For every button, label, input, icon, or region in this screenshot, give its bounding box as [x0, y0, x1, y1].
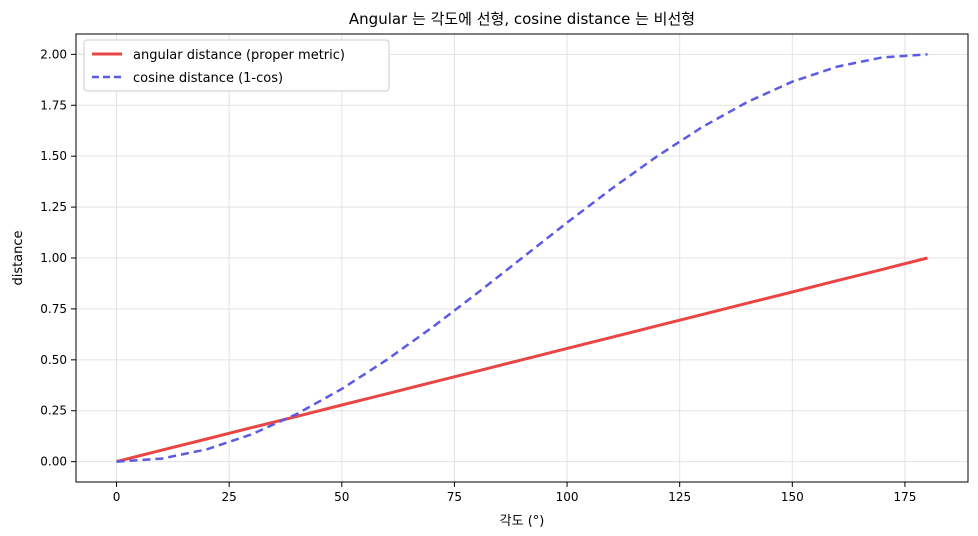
x-tick-label: 175: [893, 490, 916, 504]
legend: angular distance (proper metric) cosine …: [83, 39, 390, 92]
y-tick-label: 1.75: [40, 98, 67, 112]
x-tick-label: 75: [447, 490, 462, 504]
legend-box: [83, 39, 390, 92]
x-tick-label: 150: [781, 490, 804, 504]
x-tick-label: 50: [334, 490, 349, 504]
x-tick-label: 25: [222, 490, 237, 504]
x-tick-label: 0: [113, 490, 121, 504]
x-axis-label: 각도 (°): [500, 514, 545, 529]
chart-title: Angular 는 각도에 선형, cosine distance 는 비선형: [349, 10, 695, 28]
series-line-angular: [116, 256, 928, 464]
y-tick-label: 2.00: [40, 47, 67, 61]
series-line-cosine: [116, 53, 928, 463]
x-tick-label: 100: [556, 490, 579, 504]
legend-label-cosine: cosine distance (1-cos): [133, 71, 283, 86]
legend-label-angular: angular distance (proper metric): [133, 48, 345, 63]
y-tick-label: 0.00: [40, 455, 67, 469]
y-tick-label: 1.25: [40, 200, 67, 214]
x-tick-label: 125: [668, 490, 691, 504]
y-tick-label: 1.00: [40, 251, 67, 265]
y-axis-label: distance: [11, 230, 26, 285]
y-tick-label: 0.75: [40, 302, 67, 316]
y-tick-label: 0.25: [40, 404, 67, 418]
y-tick-label: 1.50: [40, 149, 67, 163]
y-tick-label: 0.50: [40, 353, 67, 367]
